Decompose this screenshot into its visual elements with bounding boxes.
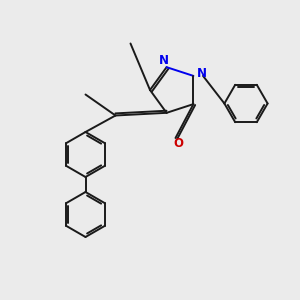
Text: O: O — [173, 137, 183, 150]
Text: N: N — [159, 54, 169, 67]
Text: N: N — [197, 67, 207, 80]
